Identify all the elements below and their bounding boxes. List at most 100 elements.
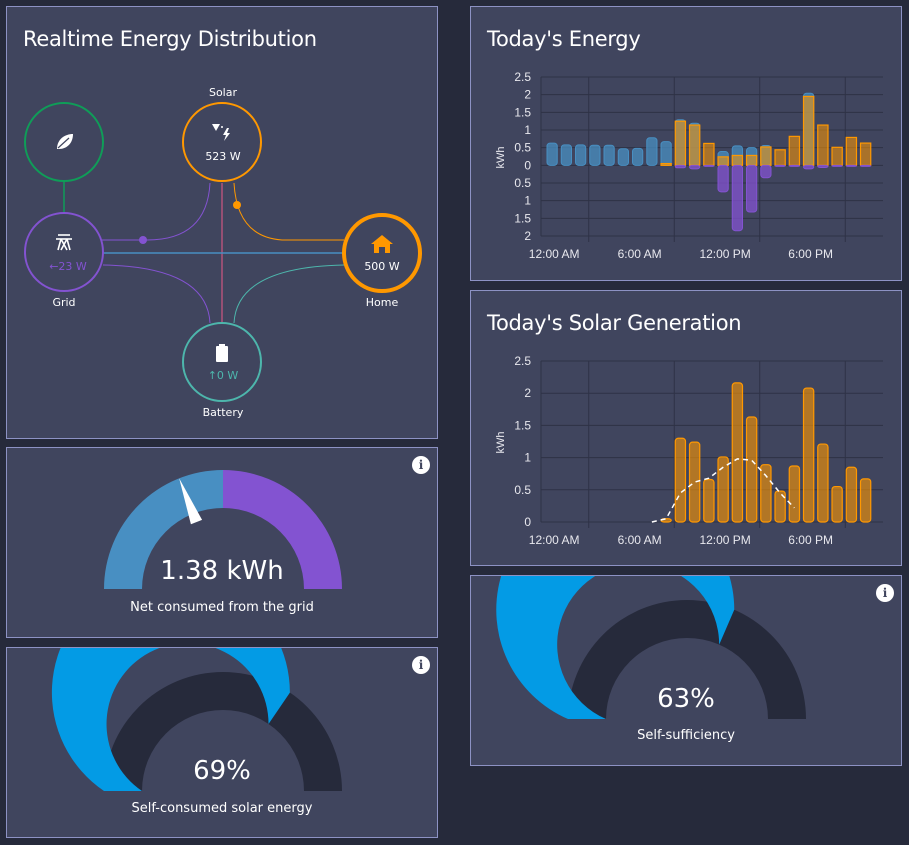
y-tick-label: 0 <box>524 158 531 172</box>
return-to-grid-bar <box>746 164 758 213</box>
solar-bar <box>817 124 829 166</box>
y-tick-label: 2.5 <box>514 354 531 368</box>
x-tick-label: 6:00 AM <box>618 247 662 261</box>
solar-production-bar <box>859 478 872 523</box>
gauge-value-arc <box>496 576 735 719</box>
gauge-label: Net consumed from the grid <box>130 600 314 615</box>
grid-value: ←23 W <box>49 260 87 273</box>
gauge-value: 63% <box>657 684 715 714</box>
solar-value: 523 W <box>205 150 241 163</box>
solar-node <box>182 102 262 182</box>
energy-distribution-card: Realtime Energy Distribution <box>6 6 438 439</box>
x-tick-label: 6:00 AM <box>618 533 662 547</box>
x-tick-label: 12:00 PM <box>699 247 750 261</box>
card-title: Today's Energy <box>487 27 641 51</box>
y-tick-label: 0.5 <box>514 176 531 190</box>
solar-generation-card: Today's Solar Generation 2.5 2 1.5 1 0.5 0 12:… <box>470 290 902 566</box>
solar-flow-dot <box>233 201 241 209</box>
x-tick-label: 12:00 AM <box>529 533 580 547</box>
solar-bar <box>688 124 701 166</box>
grid-flow-dot <box>139 236 147 244</box>
self-consumed-gauge-card: i 69% Self-consumed solar energy <box>6 647 438 838</box>
grid-consumption-bar <box>632 147 644 166</box>
y-tick-label: 2 <box>524 229 531 243</box>
gauge-value-arc <box>51 648 290 791</box>
gauge-label: Self-consumed solar energy <box>131 801 313 816</box>
grid-consumption-bar <box>589 144 601 166</box>
return-to-grid-bar <box>860 164 872 167</box>
battery-to-home-line <box>233 264 345 324</box>
return-to-grid-bar <box>788 164 800 167</box>
solar-production-bar <box>802 387 815 523</box>
solar-production-bar <box>760 464 772 523</box>
gauge-needle <box>179 478 203 525</box>
solar-production-bar <box>717 456 729 523</box>
gauge-value: 69% <box>193 756 251 786</box>
self-consumed-gauge <box>51 648 342 791</box>
return-to-grid-bar <box>717 164 729 193</box>
grid-consumption-bar <box>617 148 629 166</box>
return-to-grid-bar <box>689 164 701 170</box>
y-tick-label: 1 <box>524 194 531 208</box>
y-axis-label: kWh <box>495 432 507 454</box>
y-tick-label: 0 <box>524 515 531 529</box>
info-icon[interactable]: i <box>876 584 894 602</box>
home-value: 500 W <box>364 260 400 273</box>
solar-bar <box>802 95 815 166</box>
gauge-returned-arc <box>223 470 342 589</box>
solar-bar <box>760 146 772 166</box>
card-title: Realtime Energy Distribution <box>23 27 317 51</box>
leaf-icon <box>57 134 73 149</box>
y-tick-label: 1 <box>524 451 531 465</box>
solar-production-bar <box>703 478 715 523</box>
solar-production-bar <box>817 443 829 523</box>
self-sufficiency-gauge-card: i 63% Self-sufficiency <box>470 575 902 766</box>
todays-energy-card: Today's Energy 2.5 2 1.5 1 0.5 0 0.5 1 1.5 2 12:00… <box>470 6 902 281</box>
solar-bar <box>774 149 786 166</box>
solar-bar <box>703 142 715 166</box>
solar-production-bar <box>674 437 687 523</box>
solar-power-icon <box>212 124 230 141</box>
y-tick-label: 2.5 <box>514 70 531 84</box>
home-node <box>342 213 422 293</box>
info-icon[interactable]: i <box>412 456 430 474</box>
solar-production-bar <box>845 466 858 523</box>
grid-gauge-card: i 1.38 kWh Net consumed from the grid <box>6 447 438 638</box>
solar-to-home-line <box>233 182 344 241</box>
y-tick-label: 1.5 <box>514 418 531 432</box>
forecast-line <box>651 458 795 523</box>
solar-label: Solar <box>208 86 238 99</box>
info-icon[interactable]: i <box>412 656 430 674</box>
y-axis-label: kWh <box>495 147 507 169</box>
gauge-background-arc <box>568 600 806 719</box>
y-tick-label: 1.5 <box>514 105 531 119</box>
grid-consumption-bar <box>603 144 615 166</box>
battery-value: ↑0 W <box>207 369 239 382</box>
grid-consumption-bar <box>660 141 672 166</box>
y-tick-label: 2 <box>524 386 531 400</box>
solar-production-bar <box>774 490 786 523</box>
gauge-label: Self-sufficiency <box>637 728 735 743</box>
return-to-grid-bar <box>803 164 815 170</box>
return-to-grid-bar <box>774 164 786 167</box>
y-tick-label: 1 <box>524 123 531 137</box>
gauge-value: 1.38 kWh <box>160 556 284 586</box>
solar-production-bar <box>831 485 843 523</box>
x-tick-label: 6:00 PM <box>788 247 833 261</box>
solar-bar <box>745 154 758 166</box>
self-sufficiency-gauge <box>496 576 806 719</box>
solar-production-bar <box>731 382 744 523</box>
grid-consumption-bar <box>646 137 658 166</box>
solar-bar <box>831 146 843 166</box>
energy-chart: 2.5 2 1.5 1 0.5 0 0.5 1 1.5 2 12:00 AM 6:00 AM 12:00… <box>495 70 883 261</box>
x-tick-label: 12:00 AM <box>529 247 580 261</box>
return-to-grid-bar <box>760 164 772 179</box>
return-to-grid-bar <box>703 164 715 167</box>
y-tick-label: 2 <box>524 88 531 102</box>
solar-chart: 2.5 2 1.5 1 0.5 0 12:00 AM 6:00 AM 12:00 PM 6:00 … <box>495 354 883 547</box>
solar-production-bar <box>788 465 801 523</box>
y-tick-label: 0.5 <box>514 483 531 497</box>
battery-label: Battery <box>202 406 244 419</box>
solar-bar <box>845 136 858 166</box>
solar-production-bar <box>688 441 701 523</box>
